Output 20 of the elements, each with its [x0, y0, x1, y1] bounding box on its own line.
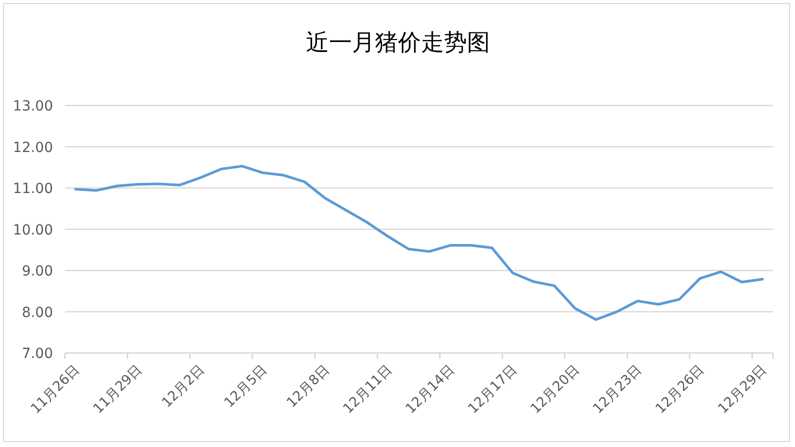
x-tick-label: 12月23日 [590, 362, 646, 417]
x-tick-label: 11月26日 [28, 362, 84, 417]
x-tick-label: 12月2日 [158, 362, 208, 411]
x-tick-label: 12月26日 [652, 362, 708, 417]
y-tick-label: 13.00 [12, 98, 53, 114]
y-tick-label: 7.00 [22, 346, 53, 362]
y-tick-label: 8.00 [22, 304, 53, 321]
x-tick-label: 12月17日 [465, 362, 521, 417]
x-tick-label: 12月14日 [402, 362, 458, 417]
y-tick-label: 9.00 [22, 264, 53, 280]
x-tick-label: 12月5日 [221, 362, 271, 411]
x-tick-label: 12月11日 [340, 362, 396, 417]
x-tick-label: 12月8日 [284, 362, 334, 411]
y-tick-label: 12.00 [12, 140, 53, 156]
x-tick-label: 12月29日 [715, 362, 770, 417]
y-tick-label: 10.00 [12, 222, 53, 238]
x-tick-label: 11月29日 [90, 362, 146, 417]
title: 近一月猪价走势图 [306, 30, 490, 56]
x-tick-label: 12月20日 [528, 362, 584, 417]
y-tick-label: 11.00 [12, 181, 53, 197]
